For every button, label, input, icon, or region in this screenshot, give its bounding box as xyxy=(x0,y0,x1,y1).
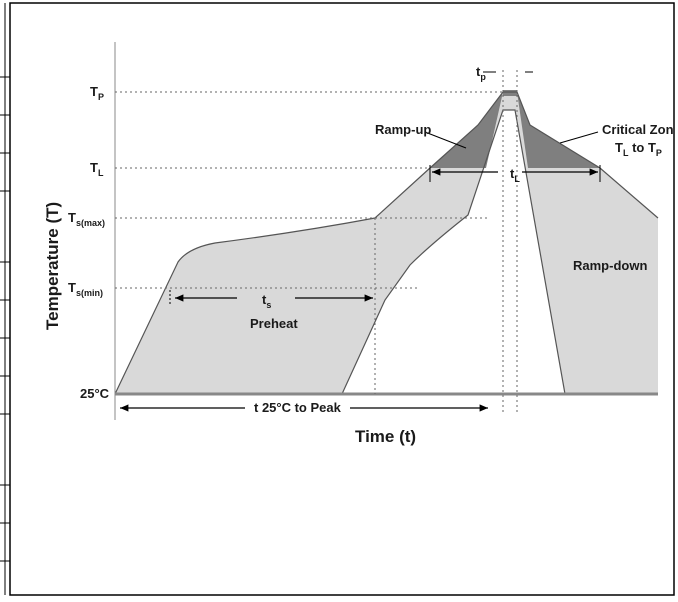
callout-leaders xyxy=(424,131,599,149)
peak-plateau xyxy=(503,90,517,96)
tl-arrow xyxy=(429,165,601,182)
label-time-to-peak: t 25°C to Peak xyxy=(254,400,342,415)
label-critical-zone: Critical Zon xyxy=(602,122,674,137)
y-axis-title: Temperature (T) xyxy=(43,202,62,330)
ts-arrow xyxy=(169,290,373,305)
level-tl: TL xyxy=(90,160,104,178)
profile-band xyxy=(115,92,658,394)
profile-inner-white xyxy=(342,110,565,394)
label-tp: tp xyxy=(476,64,486,82)
level-tsmin: Ts(min) xyxy=(68,280,103,298)
reference-lines xyxy=(115,70,518,415)
label-ramp-down: Ramp-down xyxy=(573,258,647,273)
label-ramp-up: Ramp-up xyxy=(375,122,431,137)
outer-border xyxy=(9,2,675,596)
level-tp: TP xyxy=(90,84,104,102)
label-tl: tL xyxy=(510,166,520,184)
critical-zone-left xyxy=(430,92,503,168)
profile-outlines xyxy=(114,91,659,395)
label-preheat: Preheat xyxy=(250,316,298,331)
critical-zone-right xyxy=(517,92,600,168)
x-axis-title: Time (t) xyxy=(355,427,416,446)
level-25c: 25°C xyxy=(80,386,110,401)
label-critical-range: TL to TP xyxy=(615,140,662,158)
label-ts: ts xyxy=(262,292,271,310)
left-edge-ticks xyxy=(0,76,10,562)
level-tsmax: Ts(max) xyxy=(68,210,105,228)
